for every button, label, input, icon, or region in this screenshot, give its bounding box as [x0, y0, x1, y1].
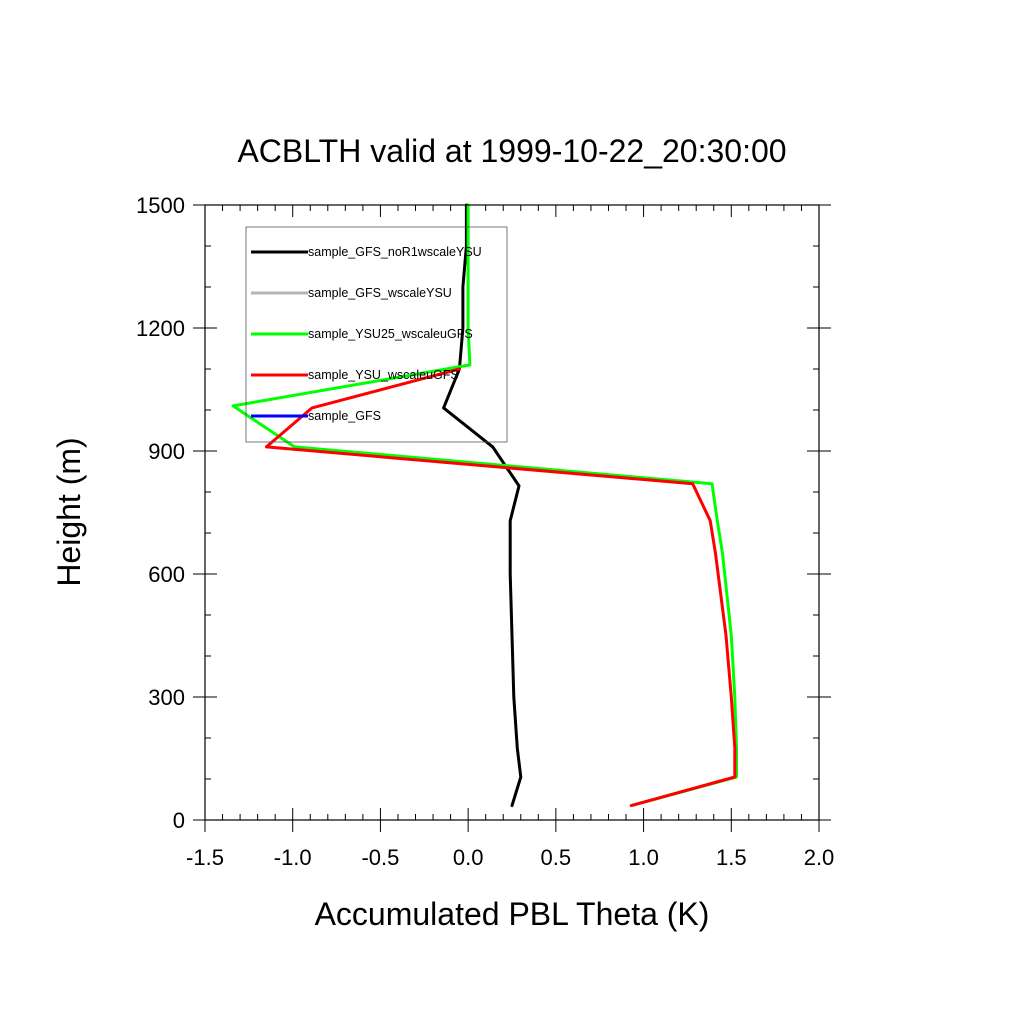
- x-tick-label: 0.0: [453, 845, 484, 870]
- y-tick-label: 600: [148, 562, 185, 587]
- legend-label: sample_GFS_wscaleYSU: [308, 286, 452, 300]
- legend-box: [245, 226, 508, 443]
- legend: sample_GFS_noR1wscaleYSU sample_GFS_wscal…: [245, 226, 508, 443]
- y-tick-label: 1200: [136, 316, 185, 341]
- y-tick-label: 0: [173, 808, 185, 833]
- series-line-3: [264, 367, 737, 808]
- legend-label: sample_GFS_noR1wscaleYSU: [308, 245, 482, 259]
- plot-frame: [204, 204, 820, 821]
- x-tick-label: -1.0: [274, 845, 312, 870]
- x-tick-label: -1.5: [186, 845, 224, 870]
- x-axis-label: Accumulated PBL Theta (K): [315, 896, 710, 932]
- y-tick-label: 300: [148, 685, 185, 710]
- legend-label: sample_YSU_wscaleuGFS: [308, 368, 459, 382]
- y-tick-label: 900: [148, 439, 185, 464]
- series-line-2: [231, 203, 738, 808]
- series-lines: [231, 203, 738, 808]
- y-axis-label: Height (m): [51, 437, 87, 586]
- x-tick-label: 1.0: [628, 845, 659, 870]
- chart-title: ACBLTH valid at 1999-10-22_20:30:00: [237, 133, 786, 169]
- series-line-0: [442, 203, 523, 808]
- x-tick-label: 0.5: [541, 845, 572, 870]
- x-tick-label: 1.5: [716, 845, 747, 870]
- legend-label: sample_YSU25_wscaleuGFS: [308, 327, 473, 341]
- legend-label: sample_GFS: [308, 409, 381, 423]
- x-tick-label: 2.0: [804, 845, 835, 870]
- x-tick-label: -0.5: [361, 845, 399, 870]
- y-tick-label: 1500: [136, 193, 185, 218]
- axis-ticks: -1.5 -1.0 -0.5 0.0 0.5 1.0 1.5 2.0 0 300 600 900 120…: [136, 193, 834, 870]
